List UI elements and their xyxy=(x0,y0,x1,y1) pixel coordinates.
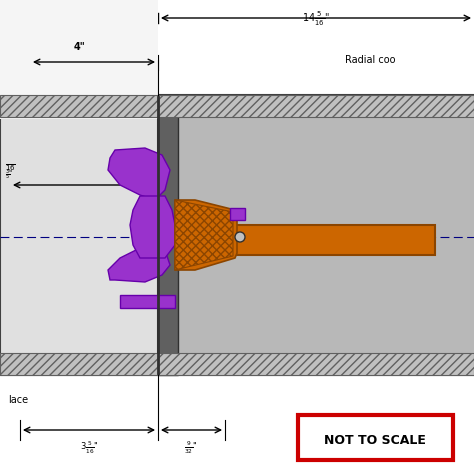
Bar xyxy=(158,95,474,117)
Polygon shape xyxy=(108,148,170,200)
Circle shape xyxy=(235,232,245,242)
Text: $\frac{9}{32}$": $\frac{9}{32}$" xyxy=(184,440,198,456)
Text: $14\frac{5}{16}$": $14\frac{5}{16}$" xyxy=(302,10,330,28)
Bar xyxy=(0,353,158,375)
Bar xyxy=(158,95,178,375)
Text: Radial coo: Radial coo xyxy=(345,55,395,65)
Bar xyxy=(160,115,474,355)
Text: NOT TO SCALE: NOT TO SCALE xyxy=(324,434,426,447)
Bar xyxy=(0,95,158,117)
Polygon shape xyxy=(108,245,170,282)
Polygon shape xyxy=(175,200,237,270)
Text: lace: lace xyxy=(8,395,28,405)
Polygon shape xyxy=(120,295,175,308)
Bar xyxy=(158,95,474,375)
Bar xyxy=(0,95,158,375)
Bar xyxy=(235,225,435,255)
Bar xyxy=(158,353,474,375)
Text: $\overline{16}$: $\overline{16}$ xyxy=(5,163,16,173)
Bar xyxy=(0,0,158,119)
Polygon shape xyxy=(175,200,233,270)
Bar xyxy=(230,208,245,220)
Text: $3\frac{5}{16}$": $3\frac{5}{16}$" xyxy=(80,440,99,456)
Text: $\frac{3}{5}$": $\frac{3}{5}$" xyxy=(5,168,13,182)
FancyBboxPatch shape xyxy=(298,415,453,460)
Polygon shape xyxy=(130,196,175,258)
Text: 4": 4" xyxy=(74,42,86,52)
